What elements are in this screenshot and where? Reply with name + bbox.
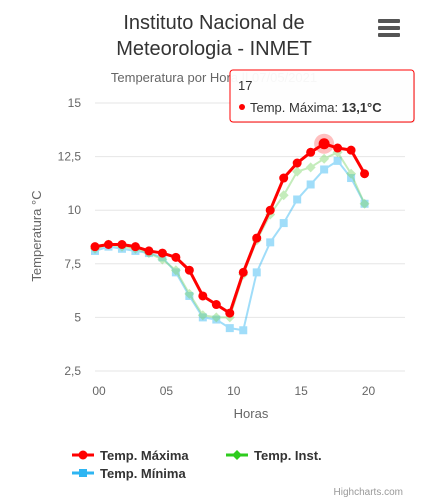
data-point <box>90 242 100 252</box>
y-tick-label: 5 <box>74 310 81 324</box>
data-point <box>239 326 248 335</box>
data-point <box>306 147 316 157</box>
data-point <box>347 174 356 183</box>
data-point <box>333 143 343 153</box>
hamburger-menu-icon[interactable] <box>378 19 400 37</box>
x-tick-label: 15 <box>294 384 308 398</box>
data-point <box>346 145 356 155</box>
series-line-temp-inst <box>94 151 366 319</box>
data-point <box>198 291 208 301</box>
x-tick-label: 10 <box>227 384 241 398</box>
data-point <box>266 238 275 247</box>
data-point <box>320 165 329 174</box>
y-tick-label: 12,5 <box>58 150 82 164</box>
legend-circle-marker <box>78 450 88 460</box>
grid-lines <box>95 102 405 372</box>
series-temp-inst <box>90 147 370 323</box>
tooltip-series-dot <box>239 104 245 110</box>
data-point <box>170 265 181 276</box>
data-point <box>157 254 168 265</box>
data-point <box>130 242 140 252</box>
y-axis-ticks: 2,5 5 7,5 10 12,5 15 <box>58 96 82 378</box>
x-axis-title: Horas <box>234 406 269 421</box>
legend-item-temp-inst[interactable]: Temp. Inst. <box>226 448 322 463</box>
legend-item-temp-maxima[interactable]: Temp. Máxima <box>72 448 189 463</box>
x-tick-label: 20 <box>362 384 376 398</box>
data-point <box>306 180 315 189</box>
data-point <box>144 246 154 256</box>
y-tick-label: 7,5 <box>64 257 81 271</box>
data-point <box>171 268 180 277</box>
data-point <box>278 190 289 201</box>
data-point <box>305 162 316 173</box>
data-point <box>103 240 113 250</box>
data-point <box>292 166 303 177</box>
chart-title-line-1: Instituto Nacional de <box>123 12 304 34</box>
data-point <box>171 252 181 262</box>
data-point <box>360 169 370 179</box>
x-tick-label: 05 <box>160 384 174 398</box>
x-axis-ticks: 00 05 10 15 20 <box>92 384 375 398</box>
x-tick-label: 00 <box>92 384 106 398</box>
data-point <box>211 300 221 310</box>
legend-label-temp-minima: Temp. Mínima <box>100 466 186 481</box>
legend-diamond-marker <box>232 450 242 460</box>
legend-label-temp-maxima: Temp. Máxima <box>100 448 189 463</box>
data-point <box>117 240 127 250</box>
chart-title-line-2: Meteorologia - INMET <box>116 38 312 60</box>
data-point <box>225 324 234 333</box>
data-point <box>198 313 207 322</box>
data-point <box>185 291 194 300</box>
hover-point <box>318 138 330 150</box>
series-layer <box>90 139 370 335</box>
data-point <box>238 267 248 277</box>
credits-link[interactable]: Highcharts.com <box>334 487 403 497</box>
legend-label-temp-inst: Temp. Inst. <box>254 448 322 463</box>
data-point <box>184 265 194 275</box>
data-point <box>225 308 235 318</box>
legend-item-temp-minima[interactable]: Temp. Mínima <box>72 466 186 481</box>
y-tick-label: 10 <box>68 203 82 217</box>
data-point <box>346 168 357 179</box>
tooltip-box <box>229 69 415 123</box>
data-point <box>184 288 195 299</box>
data-point <box>157 248 167 258</box>
data-point <box>252 233 262 243</box>
data-point <box>212 315 221 324</box>
legend-square-marker <box>79 469 87 477</box>
legend: Temp. Máxima Temp. Inst. Temp. Mínima <box>72 448 322 481</box>
tooltip: 17 Temp. Máxima: 13,1°C <box>229 69 415 154</box>
series-line-temp-m-nima <box>94 159 366 332</box>
tooltip-header: 17 <box>238 78 252 93</box>
tooltip-value: Temp. Máxima: 13,1°C <box>250 100 382 115</box>
data-point <box>360 199 369 208</box>
data-point <box>197 310 208 321</box>
y-tick-label: 2,5 <box>64 364 81 378</box>
data-point <box>333 156 342 165</box>
data-point <box>279 219 288 228</box>
y-axis-title: Temperatura °C <box>29 190 44 281</box>
data-point <box>293 195 302 204</box>
data-point <box>319 153 330 164</box>
data-point <box>279 173 289 183</box>
data-point <box>292 158 302 168</box>
y-tick-label: 15 <box>68 96 82 110</box>
data-point <box>252 268 261 277</box>
data-point <box>265 205 275 215</box>
data-point <box>359 198 370 209</box>
data-point <box>211 312 222 323</box>
